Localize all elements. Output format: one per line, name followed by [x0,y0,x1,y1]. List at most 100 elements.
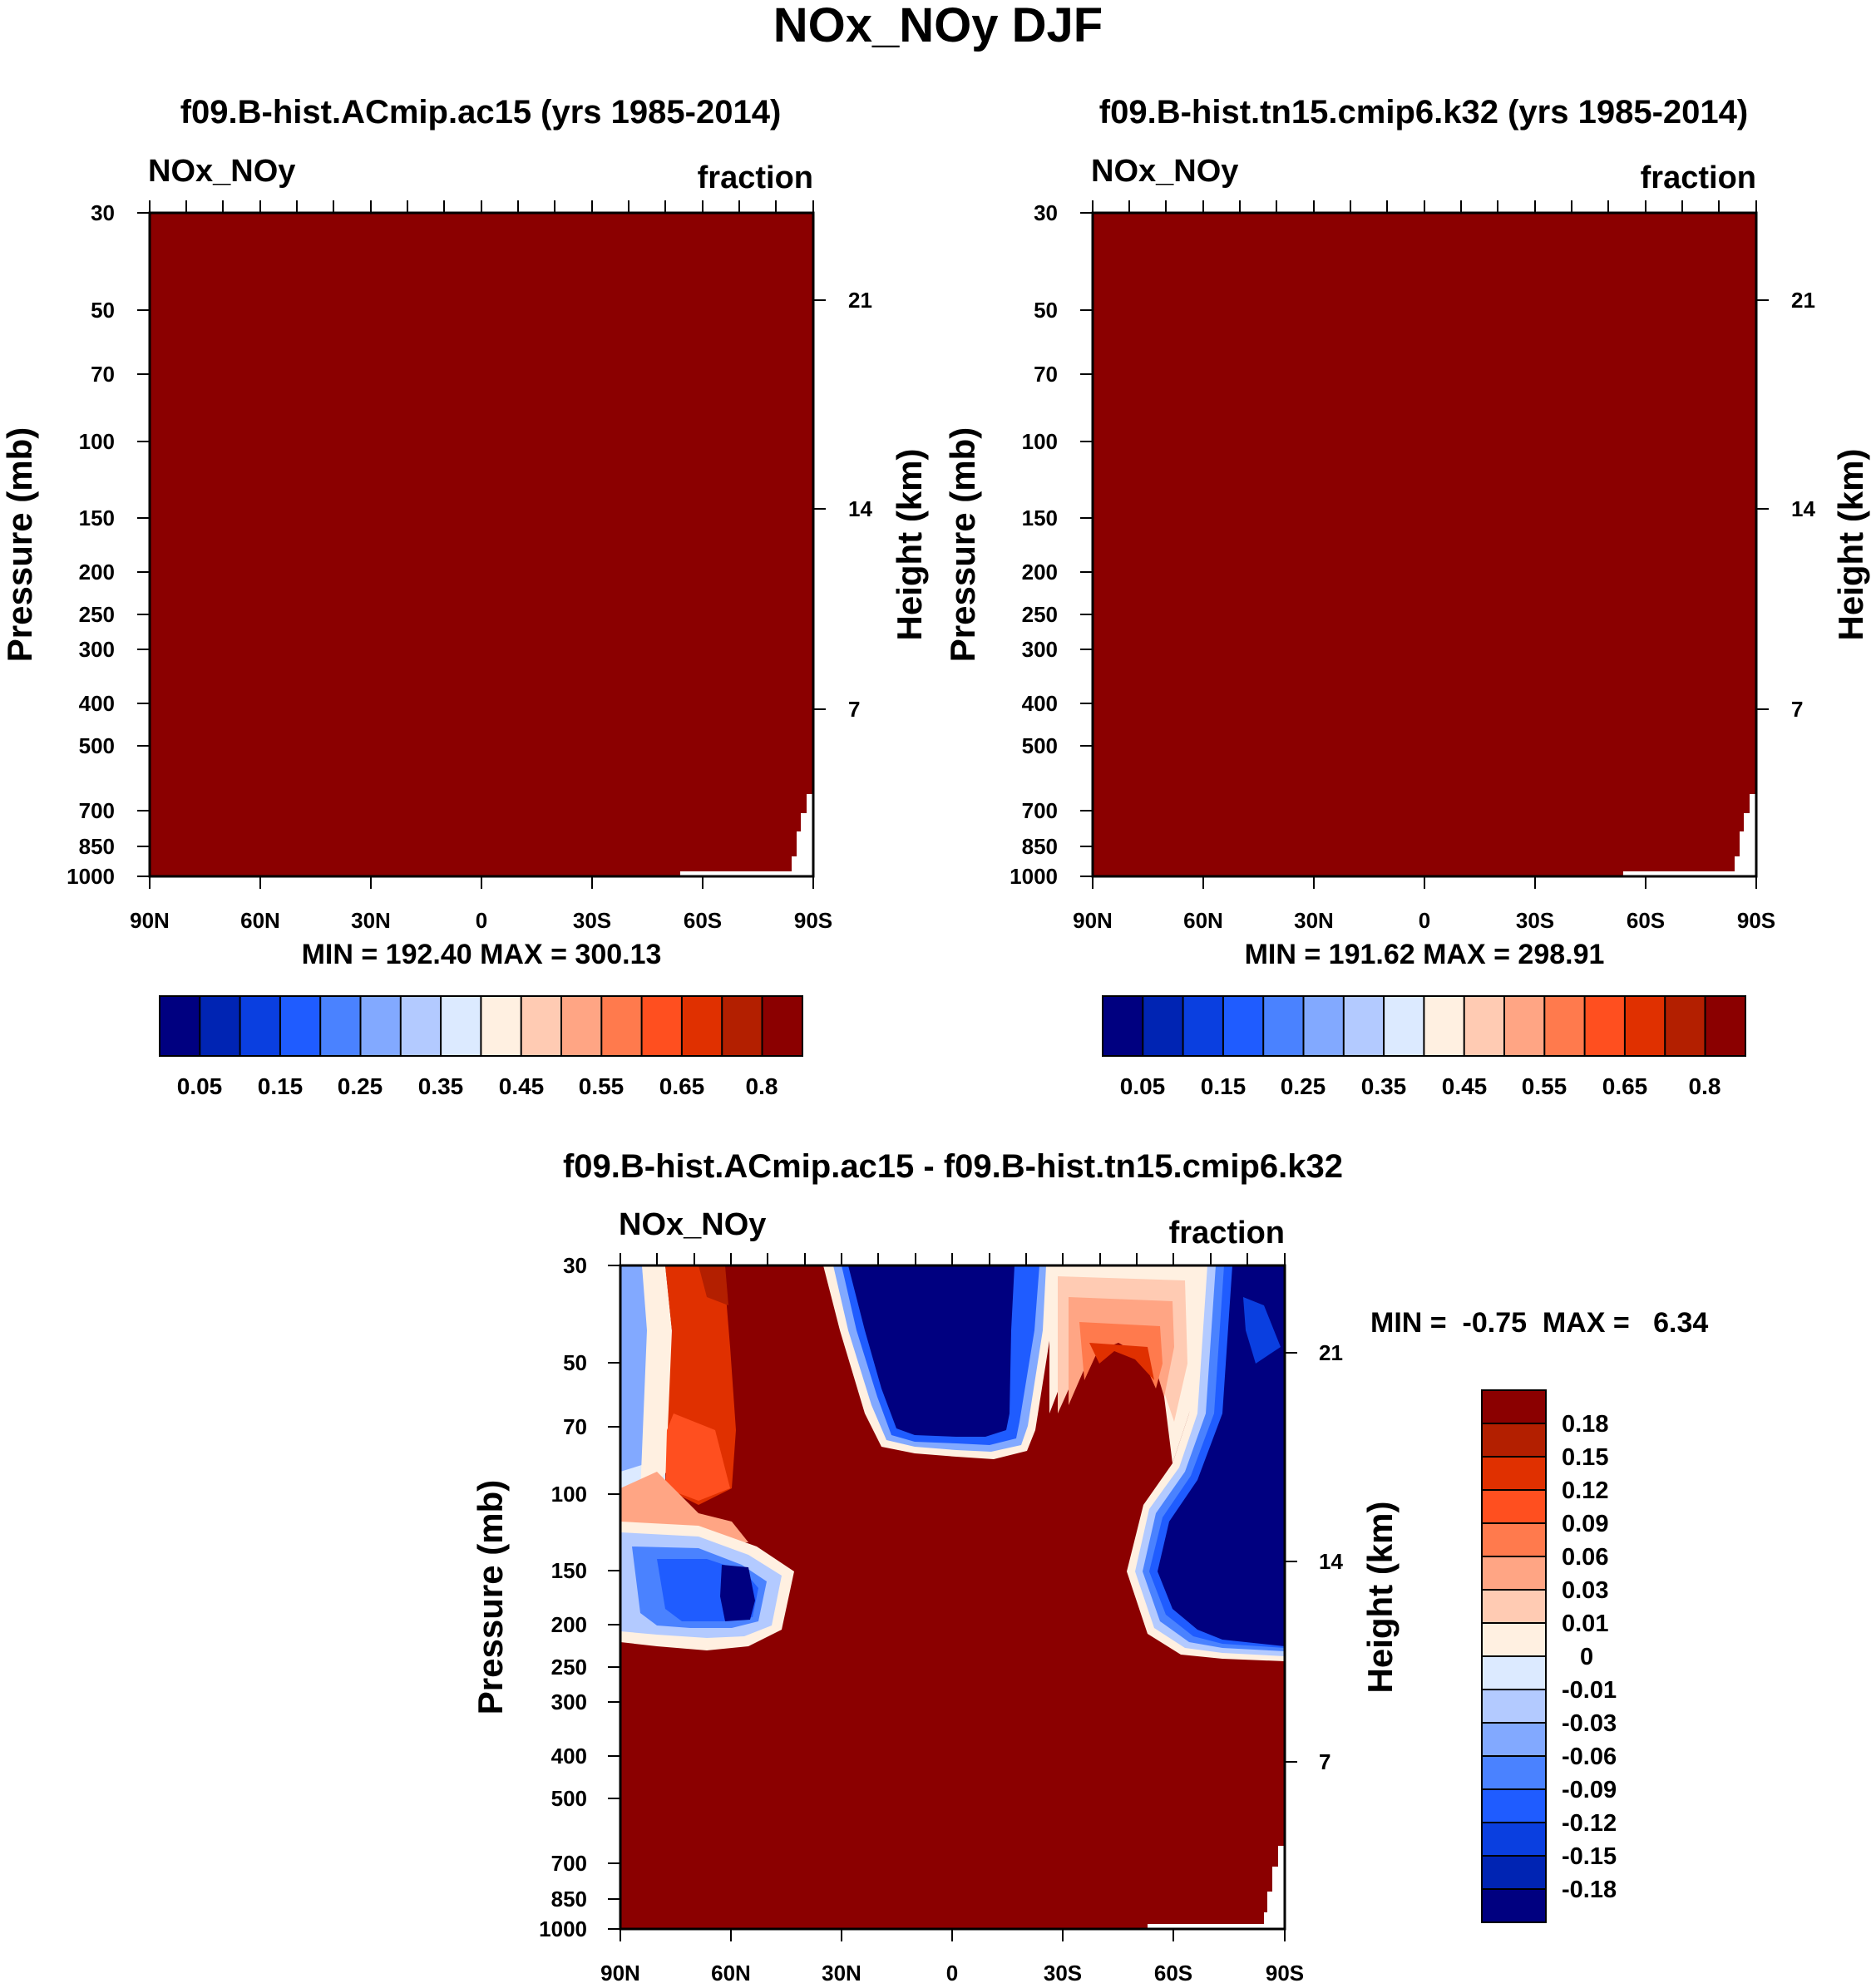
panel-3-y-right-tick-labels: 21 14 7 [1319,1340,1343,1774]
panel-3-y-tick-labels: 30 50 70 100 150 200 250 300 400 500 700… [539,1253,587,1941]
y-tick-label: 300 [1022,637,1058,662]
panel-1-units-label: fraction [698,160,813,195]
swatch [1482,1789,1546,1823]
colorbar-label: -0.01 [1562,1677,1617,1704]
south-polar-inner-light [1243,1297,1281,1364]
y-tick-label: 700 [551,1851,587,1876]
swatch [1482,1856,1546,1889]
colorbar-label: 0.01 [1562,1611,1608,1637]
y-tick-label: 1000 [1010,864,1058,889]
colorbar-label: 0.12 [1562,1477,1608,1504]
y-tick-label: 500 [551,1786,587,1811]
y-tick-label: 30 [563,1253,587,1278]
y-tick-label: 100 [551,1482,587,1507]
swatch [1182,996,1223,1056]
panel-1-y-right-axis-label: Height (km) [890,449,929,641]
colorbar-label: 0.45 [499,1073,545,1099]
colorbar-label: -0.06 [1562,1744,1617,1770]
panel-2-title: f09.B-hist.tn15.cmip6.k32 (yrs 1985-2014… [1099,94,1748,131]
y-tick-label: 200 [1022,560,1058,585]
swatch [1482,1457,1546,1490]
y-tick-label: 300 [79,637,115,662]
trop-strat-deep [848,1265,1015,1437]
panel-3-stats: MIN = -0.75 MAX = 6.34 [1370,1307,1708,1339]
north-150-deep-core [720,1565,755,1621]
colorbar-label: 0.8 [746,1073,778,1099]
colorbar-label: 0.25 [338,1073,383,1099]
colorbar-label: 0.35 [1361,1073,1407,1099]
y-tick-label: 200 [79,560,115,585]
x-tick-label: 30N [822,1961,861,1986]
swatch [400,996,442,1056]
colorbar-label: 0.03 [1562,1577,1608,1604]
y-tick-label: 500 [1022,733,1058,758]
swatch [1624,996,1666,1056]
panel-1-stats: MIN = 192.40 MAX = 300.13 [302,939,662,970]
y-tick-label: 700 [1022,798,1058,823]
y-tick-label: 850 [1022,834,1058,859]
swatch [441,996,481,1056]
x-tick-label: 60N [240,908,280,933]
y-tick-label: 850 [551,1887,587,1912]
swatch [1482,1656,1546,1690]
swatch [360,996,401,1056]
panel-1-field [150,213,813,876]
colorbar-label: 0.65 [659,1073,705,1099]
colorbar-label: 0.06 [1562,1544,1608,1571]
y-tick-label: 70 [91,362,115,387]
panel-2-missing-data [1623,794,1756,876]
south-polar-deep [1158,1265,1285,1646]
swatch [681,996,723,1056]
panel-2-y-right-tick-labels: 21 14 7 [1791,288,1815,722]
x-tick-label: 30S [1044,1961,1082,1986]
x-tick-label: 90N [130,908,170,933]
panel-2-y-right-axis-label: Height (km) [1831,449,1870,641]
swatch [1103,996,1143,1056]
y-tick-label: 1000 [539,1916,587,1941]
north-strat-white [640,1265,674,1492]
height-tick-label: 14 [1319,1549,1343,1574]
y-tick-label: 100 [1022,429,1058,454]
y-tick-label: 400 [1022,691,1058,716]
panel-2-units-label: fraction [1641,160,1756,195]
x-tick-label: 90S [1737,908,1775,933]
panel-3-x-tick-labels: 90N 60N 30N 0 30S 60S 90S [600,1961,1304,1986]
height-tick-label: 7 [1319,1749,1330,1774]
y-tick-label: 300 [551,1690,587,1714]
swatch [1482,1490,1546,1523]
y-tick-label: 50 [1034,298,1058,323]
x-tick-label: 30S [573,908,611,933]
colorbar-label: -0.03 [1562,1710,1617,1737]
y-tick-label: 30 [1034,200,1058,225]
panel-2-colorbar: 0.05 0.15 0.25 0.35 0.45 0.55 0.65 0.8 [1102,995,1746,1099]
swatch [1665,996,1706,1056]
panel-3-units-label: fraction [1169,1216,1285,1251]
y-tick-label: 1000 [67,864,115,889]
colorbar-label: 0.09 [1562,1511,1608,1537]
swatch [481,996,521,1056]
x-tick-label: 0 [1419,908,1430,933]
panel-1-y-tick-labels: 30 50 70 100 150 200 250 300 400 500 700… [67,200,115,889]
colorbar-label: 0.15 [1201,1073,1247,1099]
panel-3-title: f09.B-hist.ACmip.ac15 - f09.B-hist.tn15.… [563,1148,1343,1185]
x-tick-label: 60S [684,908,722,933]
swatch [1482,1756,1546,1789]
panel-1-x-tick-labels: 90N 60N 30N 0 30S 60S 90S [130,908,832,933]
panel-2-stats: MIN = 191.62 MAX = 298.91 [1245,939,1605,970]
y-tick-label: 250 [79,602,115,627]
x-tick-label: 90N [600,1961,640,1986]
swatch [1384,996,1424,1056]
swatch [1263,996,1304,1056]
colorbar-label: 0.05 [177,1073,223,1099]
north-strat-blue-strip [620,1265,649,1472]
colorbar-label: 0.55 [1522,1073,1567,1099]
swatch [1544,996,1585,1056]
swatch [521,996,561,1056]
y-tick-label: 150 [551,1558,587,1583]
panel-2-variable-label: NOx_NOy [1091,154,1238,189]
swatch [1482,1523,1546,1556]
colorbar-label: -0.12 [1562,1810,1617,1837]
swatch [762,996,802,1056]
height-tick-label: 14 [848,496,872,521]
panel-1-variable-label: NOx_NOy [148,154,295,189]
